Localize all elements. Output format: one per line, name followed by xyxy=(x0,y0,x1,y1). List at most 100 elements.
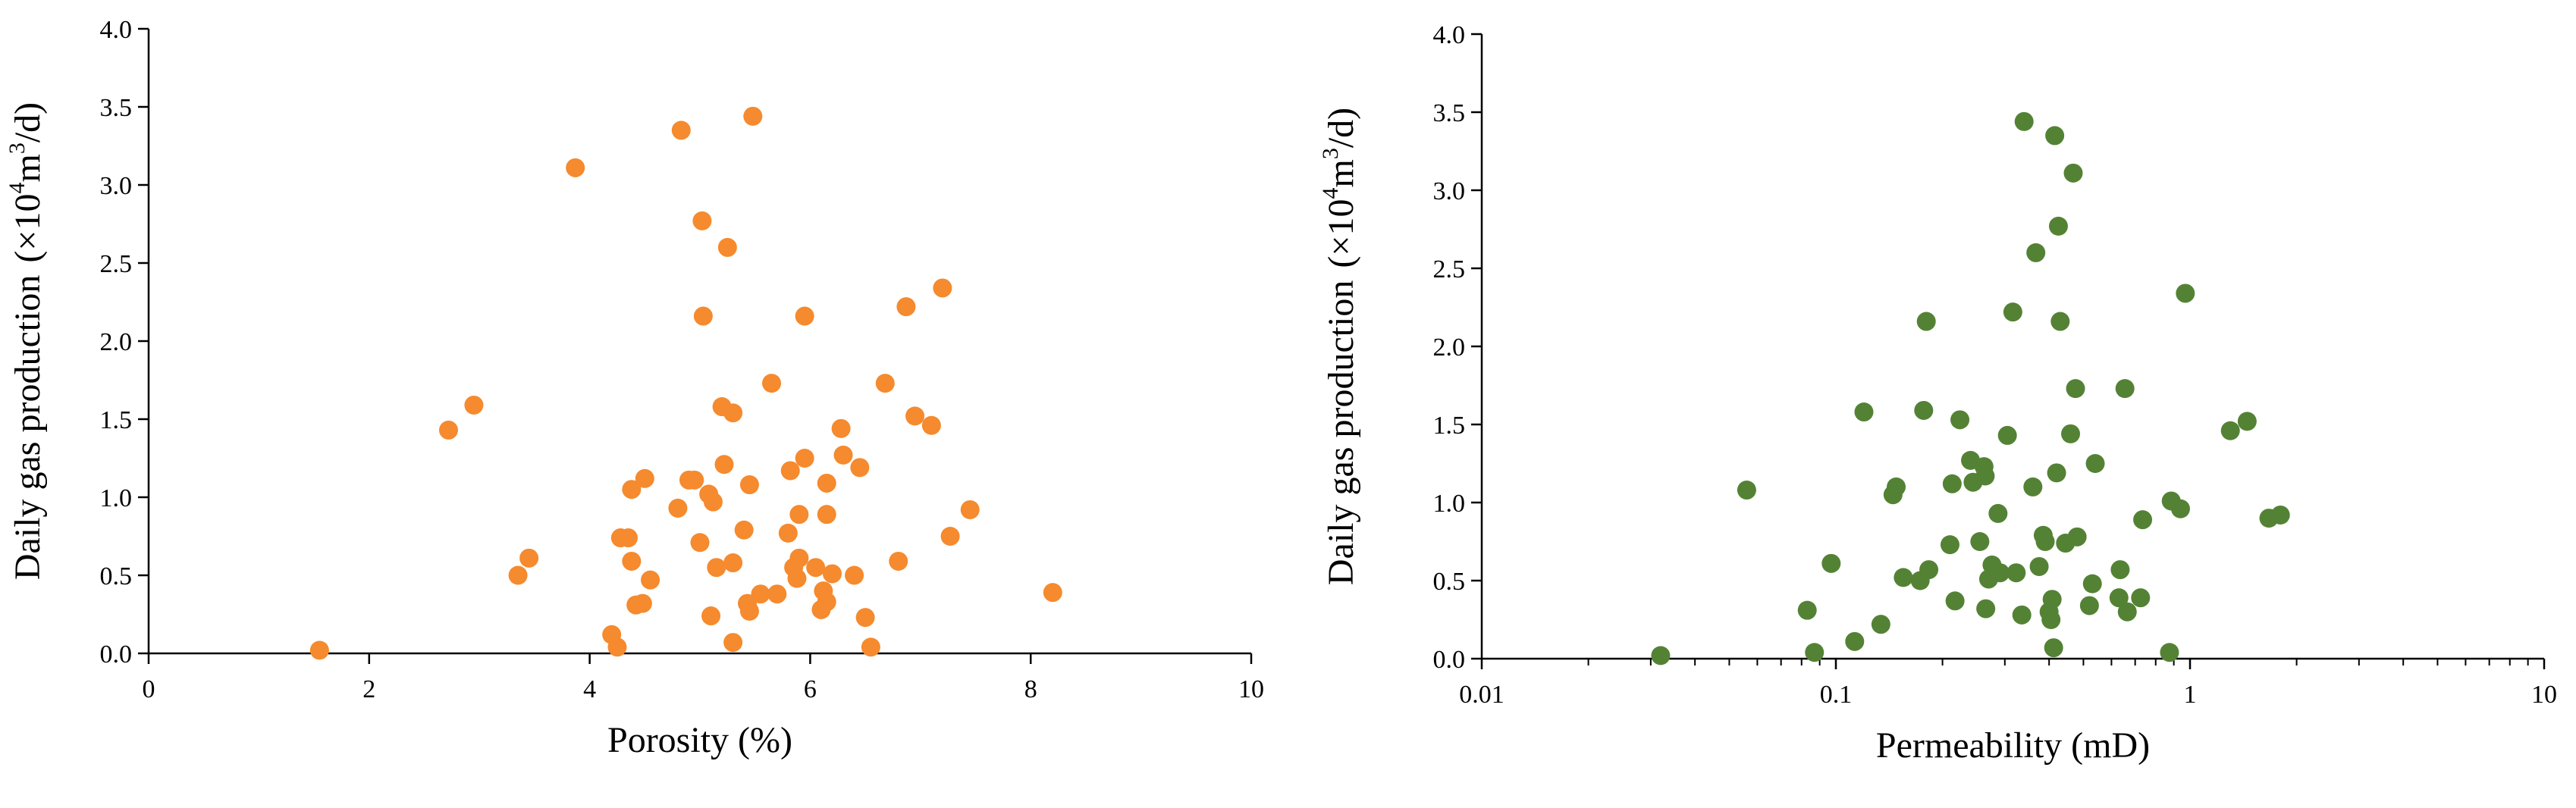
scatter-point xyxy=(1887,477,1906,496)
scatter-point xyxy=(668,498,688,518)
x-axis-title: Porosity (%) xyxy=(607,720,792,760)
scatter-point xyxy=(2067,527,2087,546)
y-tick-label: 0.0 xyxy=(1433,646,1466,674)
scatter-point xyxy=(2063,163,2083,183)
scatter-point xyxy=(2050,312,2070,331)
scatter-point xyxy=(2047,463,2066,483)
y-axis-title-part: m xyxy=(1321,159,1361,187)
y-axis-title-part: /d) xyxy=(1321,108,1361,148)
scatter-point xyxy=(2061,424,2081,443)
y-tick-label: 4.0 xyxy=(1433,21,1466,49)
x-tick-label: 4 xyxy=(583,675,596,703)
y-tick-label: 3.5 xyxy=(100,94,133,122)
y-tick-label: 3.5 xyxy=(1433,99,1466,127)
scatter-point xyxy=(618,528,638,548)
scatter-point xyxy=(1043,583,1062,603)
scatter-point xyxy=(703,492,723,512)
scatter-point xyxy=(2026,243,2046,262)
x-tick-label: 6 xyxy=(804,675,817,703)
scatter-point xyxy=(1651,646,1671,666)
scatter-point xyxy=(1997,425,2017,445)
scatter-point xyxy=(1894,568,1913,587)
scatter-point xyxy=(438,420,458,440)
scatter-point xyxy=(789,505,809,525)
scatter-point xyxy=(1737,481,1756,500)
scatter-point xyxy=(1991,563,2010,583)
scatter-point xyxy=(1988,503,2008,523)
x-tick-label: 1 xyxy=(2184,681,2197,709)
scatter-point xyxy=(960,500,980,519)
scatter-point xyxy=(723,553,743,573)
scatter-point xyxy=(762,374,782,393)
x-tick-label: 0.1 xyxy=(1820,681,1853,709)
y-tick-label: 0.0 xyxy=(100,640,133,669)
scatter-point xyxy=(739,475,759,495)
scatter-point xyxy=(795,306,814,326)
scatter-point xyxy=(622,480,642,500)
scatter-point xyxy=(622,551,642,571)
scatter-point xyxy=(2044,638,2063,658)
y-axis-title-part: Daily gas production xyxy=(1321,280,1361,586)
scatter-point xyxy=(685,470,704,490)
scatter-point xyxy=(905,406,925,426)
scatter-point xyxy=(508,565,528,585)
scatter-point xyxy=(464,395,484,415)
scatter-point xyxy=(1797,600,1817,620)
y-axis-title: Daily gas production (×104m3/d) xyxy=(1318,108,1361,585)
scatter-point xyxy=(2023,477,2043,496)
scatter-point xyxy=(2131,588,2151,608)
porosity-scatter-chart: 0.0 0.5 1.0 1.5 2.0 2.5 3.0 3.5 4.0 0 2 4 6 8 10 Porosi… xyxy=(5,16,1264,760)
scatter-point xyxy=(817,592,836,612)
y-tick-label: 3.0 xyxy=(1433,177,1466,205)
scatter-point xyxy=(751,584,770,604)
y-axis-title-part: Daily gas production xyxy=(8,275,48,581)
scatter-point xyxy=(743,106,763,126)
scatter-point xyxy=(723,633,743,653)
scatter-point xyxy=(607,637,627,657)
scatter-point xyxy=(734,520,754,540)
y-axis-title: Daily gas production (×104m3/d) xyxy=(5,102,48,580)
scatter-point xyxy=(780,461,800,481)
scatter-point xyxy=(822,564,842,584)
scatter-point xyxy=(2029,556,2049,576)
scatter-point xyxy=(845,565,864,585)
scatter-point xyxy=(632,593,652,613)
scatter-point xyxy=(2176,283,2195,303)
scatter-point xyxy=(889,551,908,571)
scatter-point xyxy=(861,637,880,657)
y-axis-title-part: 3 xyxy=(1318,148,1343,159)
scatter-point xyxy=(690,533,710,553)
scatter-point xyxy=(896,297,916,317)
y-axis-title-part: /d) xyxy=(8,102,48,142)
scatter-point xyxy=(795,449,814,468)
porosity-chart-panel: 0.0 0.5 1.0 1.5 2.0 2.5 3.0 3.5 4.0 0 2 4 6 8 10 Porosi… xyxy=(5,16,1264,760)
scatter-point xyxy=(1945,591,1965,611)
scatter-point xyxy=(566,158,585,177)
x-tick-label: 0.01 xyxy=(1459,681,1504,709)
y-tick-label: 2.5 xyxy=(1433,255,1466,283)
scatter-point xyxy=(933,278,952,298)
scatter-point xyxy=(2170,499,2190,518)
x-tick-label: 10 xyxy=(1238,675,1264,703)
scatter-point xyxy=(940,527,960,546)
scatter-point xyxy=(817,473,836,493)
permeability-chart-panel: 0.0 0.5 1.0 1.5 2.0 2.5 3.0 3.5 4.0 0.01 0.1 1 10 Per… xyxy=(1288,0,2576,808)
scatter-point xyxy=(1970,532,1990,551)
scatter-point xyxy=(787,568,807,588)
scatter-point xyxy=(2041,610,2061,629)
y-axis-title-part: 3 xyxy=(5,142,30,154)
scatter-point xyxy=(1919,560,1939,580)
scatter-point xyxy=(1871,615,1890,634)
scatter-point xyxy=(2237,412,2257,431)
y-tick-label: 2.0 xyxy=(1433,334,1466,362)
x-tick-label: 10 xyxy=(2531,681,2557,709)
scatter-point xyxy=(2045,126,2065,146)
y-tick-label: 2.0 xyxy=(100,328,133,356)
scatter-point xyxy=(519,548,539,568)
scatter-point xyxy=(701,606,721,626)
scatter-point xyxy=(831,418,851,438)
y-tick-label: 1.0 xyxy=(100,484,133,512)
y-tick-label: 4.0 xyxy=(100,16,133,44)
y-tick-label: 1.5 xyxy=(100,406,133,434)
scatter-point xyxy=(2133,510,2153,530)
